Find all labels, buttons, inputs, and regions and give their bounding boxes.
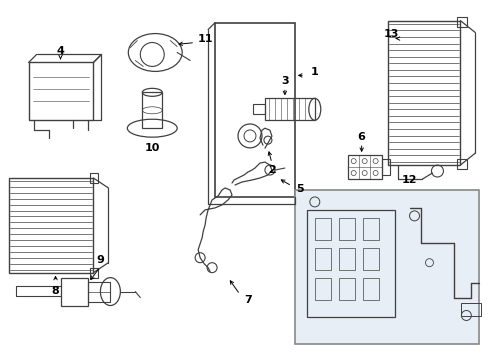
Bar: [363, 248, 379, 270]
Bar: [382, 159, 390, 175]
Text: 9: 9: [97, 255, 104, 265]
Bar: [253, 104, 265, 114]
Bar: [348, 155, 382, 179]
Bar: [28, 62, 94, 120]
Bar: [9, 178, 94, 273]
Bar: [307, 210, 394, 318]
Bar: [89, 282, 110, 302]
Bar: [315, 278, 331, 300]
Bar: [462, 302, 481, 316]
Bar: [265, 98, 315, 120]
Text: 13: 13: [384, 28, 399, 39]
Bar: [142, 92, 162, 128]
Text: 12: 12: [401, 175, 417, 185]
Bar: [339, 278, 355, 300]
Bar: [315, 218, 331, 240]
Text: 3: 3: [281, 76, 289, 86]
Bar: [339, 248, 355, 270]
Text: 7: 7: [244, 294, 252, 305]
Text: 5: 5: [296, 184, 304, 194]
Bar: [457, 17, 467, 27]
Bar: [363, 278, 379, 300]
Text: 10: 10: [145, 143, 160, 153]
Bar: [339, 218, 355, 240]
Text: 11: 11: [197, 33, 213, 44]
Text: 8: 8: [51, 285, 59, 296]
Bar: [315, 248, 331, 270]
Bar: [457, 159, 467, 169]
Text: 4: 4: [56, 45, 65, 55]
Bar: [388, 21, 461, 165]
Bar: [363, 218, 379, 240]
Text: 2: 2: [268, 165, 276, 175]
Bar: [215, 23, 295, 197]
Bar: [91, 268, 98, 278]
Bar: [295, 190, 479, 345]
Bar: [61, 278, 89, 306]
Text: 6: 6: [358, 132, 366, 142]
Bar: [91, 173, 98, 183]
Text: 1: 1: [311, 67, 318, 77]
